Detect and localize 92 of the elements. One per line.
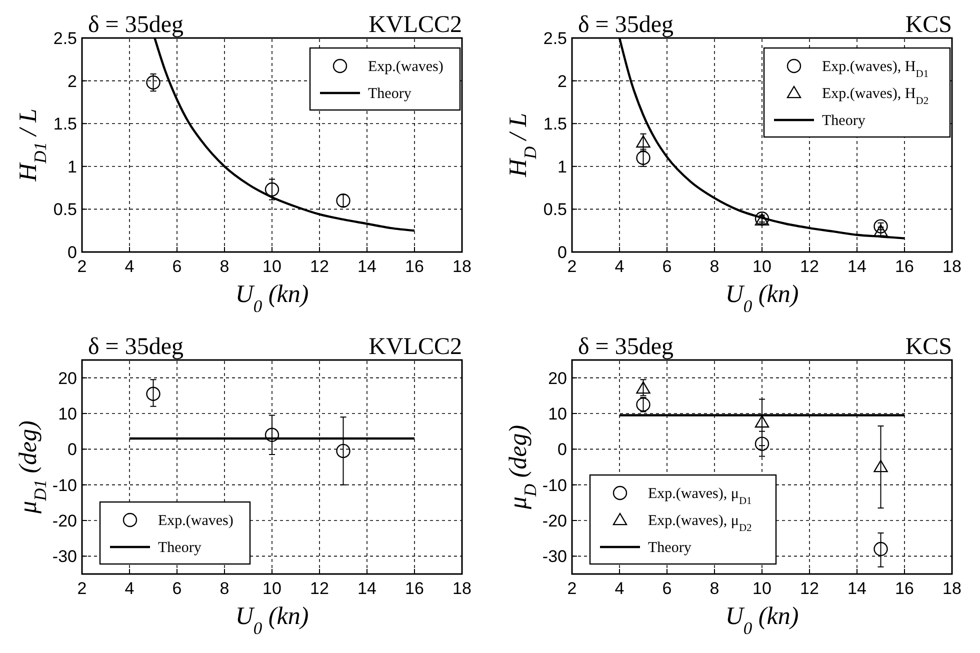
point bbox=[874, 542, 888, 556]
x-tick-label: 14 bbox=[848, 579, 866, 598]
y-tick-label: 20 bbox=[58, 368, 77, 388]
y-tick-label: 0 bbox=[558, 243, 567, 262]
legend-label: Theory bbox=[648, 540, 692, 556]
x-axis-title: U$_{0}$ (kn) bbox=[725, 603, 799, 638]
y-tick-label: 20 bbox=[548, 368, 567, 388]
y-tick-label: 0.5 bbox=[543, 200, 567, 220]
y-tick-label: 2 bbox=[558, 72, 567, 91]
y-tick-label: -10 bbox=[542, 476, 567, 495]
point bbox=[636, 381, 650, 394]
legend-label: Theory bbox=[368, 86, 412, 102]
x-tick-label: 12 bbox=[310, 257, 329, 276]
x-axis-title: U$_{0}$ (kn) bbox=[235, 281, 309, 316]
point bbox=[874, 224, 888, 237]
x-tick-label: 10 bbox=[262, 257, 282, 276]
y-tick-label: -20 bbox=[542, 512, 567, 530]
x-tick-label: 8 bbox=[220, 579, 230, 598]
y-tick-label: 2 bbox=[68, 72, 77, 91]
y-tick-label: 0 bbox=[558, 440, 567, 460]
legend-label: Theory bbox=[158, 540, 202, 556]
y-tick-label: 10 bbox=[548, 404, 567, 424]
chart-title: δ = 35deg bbox=[88, 334, 184, 360]
chart-title: δ = 35deg bbox=[578, 12, 674, 38]
chart-title: δ = 35deg bbox=[88, 12, 184, 38]
y-tick-label: 1 bbox=[558, 157, 567, 176]
y-tick-label: -30 bbox=[52, 547, 77, 566]
x-tick-label: 16 bbox=[895, 579, 914, 598]
point bbox=[336, 194, 350, 208]
point bbox=[636, 135, 650, 148]
point bbox=[264, 182, 280, 197]
y-tick-label: -10 bbox=[52, 476, 77, 495]
y-tick-label: 1.5 bbox=[543, 114, 567, 134]
x-tick-label: 14 bbox=[358, 579, 376, 598]
point bbox=[146, 386, 160, 401]
x-tick-label: 4 bbox=[124, 579, 134, 598]
x-tick-label: 8 bbox=[220, 257, 230, 276]
point bbox=[336, 444, 350, 458]
x-tick-label: 10 bbox=[752, 579, 772, 598]
x-tick-label: 4 bbox=[614, 579, 624, 598]
y-tick-label: 1.5 bbox=[53, 114, 77, 134]
y-tick-label: 1 bbox=[68, 157, 77, 176]
chart-subtitle: KVLCC2 bbox=[368, 334, 462, 360]
x-tick-label: 12 bbox=[800, 579, 819, 598]
y-tick-label: 2.5 bbox=[543, 29, 567, 48]
x-tick-label: 12 bbox=[310, 579, 329, 598]
y-tick-label: 2.5 bbox=[53, 29, 77, 48]
x-tick-label: 12 bbox=[800, 257, 819, 276]
x-tick-label: 4 bbox=[614, 257, 624, 276]
x-tick-label: 6 bbox=[662, 257, 672, 276]
x-tick-label: 14 bbox=[848, 257, 866, 276]
y-tick-label: -20 bbox=[52, 512, 77, 530]
x-tick-label: 16 bbox=[405, 257, 424, 276]
x-tick-label: 6 bbox=[662, 579, 672, 598]
x-tick-label: 8 bbox=[710, 257, 720, 276]
x-tick-label: 16 bbox=[895, 257, 914, 276]
point bbox=[754, 436, 770, 451]
y-tick-label: 0 bbox=[68, 243, 77, 262]
point bbox=[874, 219, 888, 234]
y-tick-label: -30 bbox=[542, 547, 567, 566]
x-tick-label: 10 bbox=[262, 579, 282, 598]
x-tick-label: 14 bbox=[358, 257, 376, 276]
x-tick-label: 8 bbox=[710, 579, 720, 598]
x-tick-label: 6 bbox=[172, 579, 182, 598]
x-tick-label: 18 bbox=[452, 579, 472, 598]
x-tick-label: 16 bbox=[405, 579, 424, 598]
legend-label: Exp.(waves), μ$_{D1}$ bbox=[648, 486, 752, 506]
chart-subtitle: KCS bbox=[905, 12, 952, 38]
x-tick-label: 6 bbox=[172, 257, 182, 276]
x-tick-label: 18 bbox=[942, 257, 962, 276]
legend-label: Theory bbox=[822, 113, 866, 129]
y-tick-label: 10 bbox=[58, 404, 77, 424]
point bbox=[264, 428, 280, 442]
point bbox=[146, 75, 160, 90]
legend-label: Exp.(waves) bbox=[368, 59, 444, 75]
x-tick-label: 4 bbox=[124, 257, 134, 276]
legend-label: Exp.(waves) bbox=[158, 513, 234, 529]
y-tick-label: 0.5 bbox=[53, 200, 77, 220]
x-tick-label: 10 bbox=[752, 257, 772, 276]
legend-label: Exp.(waves), H$_{D2}$ bbox=[822, 86, 929, 106]
chart-title: δ = 35deg bbox=[578, 334, 674, 360]
legend-label: Exp.(waves), μ$_{D2}$ bbox=[648, 513, 752, 534]
chart-subtitle: KCS bbox=[905, 334, 952, 360]
chart-subtitle: KVLCC2 bbox=[368, 12, 462, 38]
x-axis-title: U$_{0}$ (kn) bbox=[235, 603, 309, 638]
point bbox=[874, 460, 888, 472]
legend-label: Exp.(waves), H$_{D1}$ bbox=[822, 59, 929, 80]
point bbox=[754, 415, 770, 428]
y-tick-label: 0 bbox=[68, 440, 77, 460]
x-tick-label: 18 bbox=[942, 579, 962, 598]
x-axis-title: U$_{0}$ (kn) bbox=[725, 281, 799, 316]
x-tick-label: 18 bbox=[452, 257, 472, 276]
